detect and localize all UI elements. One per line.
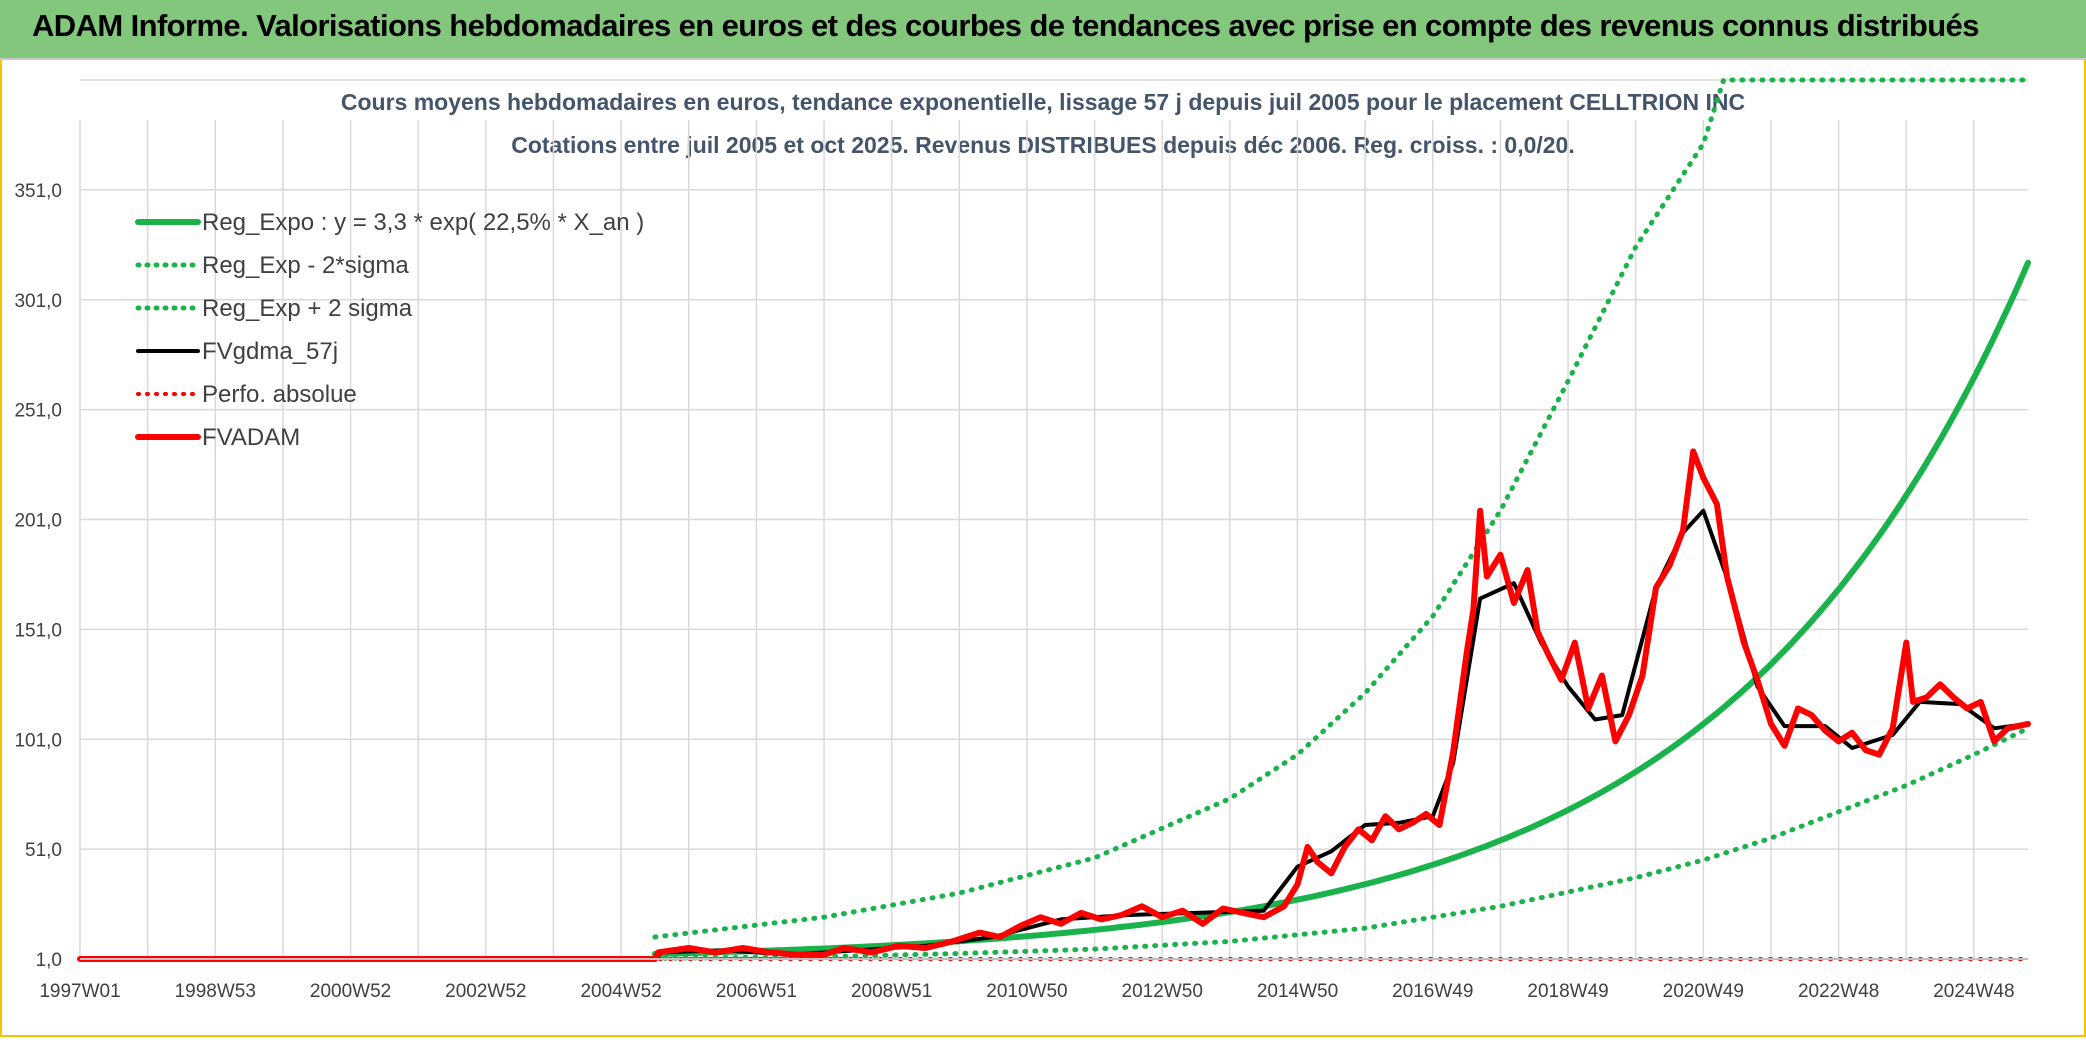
legend-label: Reg_Exp - 2*sigma	[202, 252, 409, 279]
x-tick-label: 2010W50	[986, 981, 1067, 1002]
legend-label: FVADAM	[202, 424, 300, 451]
x-tick-label: 1998W53	[175, 981, 256, 1002]
chart-title-line2: Cotations entre juil 2005 et oct 2025. R…	[511, 132, 1575, 158]
y-tick-label: 201,0	[14, 511, 62, 532]
x-tick-label: 2008W51	[851, 981, 932, 1002]
x-tick-label: 2000W52	[310, 981, 391, 1002]
chart-area: Cours moyens hebdomadaires en euros, ten…	[0, 60, 2086, 1037]
chart-title-line1: Cours moyens hebdomadaires en euros, ten…	[341, 89, 1745, 115]
y-tick-label: 351,0	[14, 181, 62, 202]
series-line-fvadam	[77, 448, 2031, 962]
x-tick-label: 2022W48	[1798, 981, 1879, 1002]
report-header: ADAM Informe. Valorisations hebdomadaire…	[0, 0, 2086, 60]
x-tick-label: 2014W50	[1257, 981, 1338, 1002]
x-tick-label: 2006W51	[716, 981, 797, 1002]
y-tick-label: 51,0	[25, 840, 62, 861]
y-tick-label: 1,0	[36, 950, 62, 971]
x-tick-label: 1997W01	[39, 981, 120, 1002]
y-tick-label: 301,0	[14, 291, 62, 312]
legend-label: Reg_Expo : y = 3,3 * exp( 22,5% * X_an )	[202, 209, 644, 236]
y-tick-label: 251,0	[14, 401, 62, 422]
page-title: ADAM Informe. Valorisations hebdomadaire…	[32, 8, 1979, 43]
legend-label: FVgdma_57j	[202, 338, 338, 365]
x-tick-label: 2004W52	[580, 981, 661, 1002]
legend-label: Perfo. absolue	[202, 381, 357, 408]
series-line-reg-exp-2-sigma	[652, 725, 2031, 961]
x-tick-label: 2016W49	[1392, 981, 1473, 1002]
x-tick-label: 2024W48	[1933, 981, 2014, 1002]
x-tick-label: 2002W52	[445, 981, 526, 1002]
series-line-reg-exp-2-sigma	[652, 77, 2031, 940]
chart-svg: Cours moyens hebdomadaires en euros, ten…	[14, 77, 2031, 1002]
series-line-reg-expo	[651, 259, 2031, 957]
series-line-fvgdma-57j	[78, 508, 2030, 961]
x-tick-label: 2012W50	[1122, 981, 1203, 1002]
y-tick-label: 151,0	[14, 620, 62, 641]
x-tick-label: 2020W49	[1663, 981, 1744, 1002]
y-tick-label: 101,0	[14, 730, 62, 751]
legend-label: Reg_Exp + 2 sigma	[202, 295, 413, 322]
x-tick-label: 2018W49	[1527, 981, 1608, 1002]
